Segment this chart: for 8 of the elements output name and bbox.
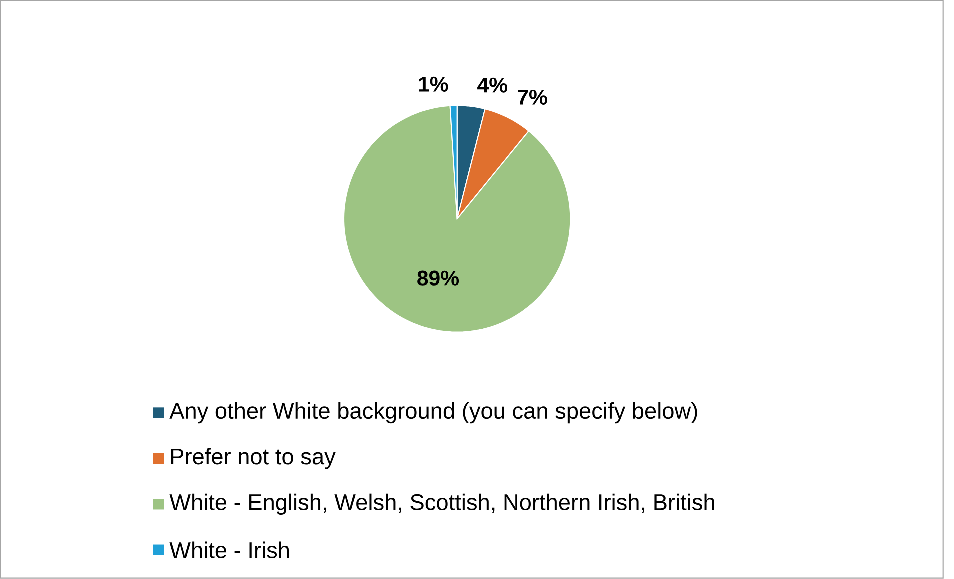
- data-label: 89%: [418, 270, 460, 286]
- legend-label: White - English, Welsh, Scottish, Northern Irish, British: [170, 494, 714, 515]
- legend-label: Prefer not to say: [171, 448, 336, 470]
- legend-label: Any other White background (you can specify below): [170, 402, 698, 424]
- data-label: 7%: [518, 90, 548, 105]
- legend-label: White - Irish: [170, 542, 290, 558]
- data-label: 4%: [478, 78, 508, 93]
- data-label: 1%: [419, 76, 448, 92]
